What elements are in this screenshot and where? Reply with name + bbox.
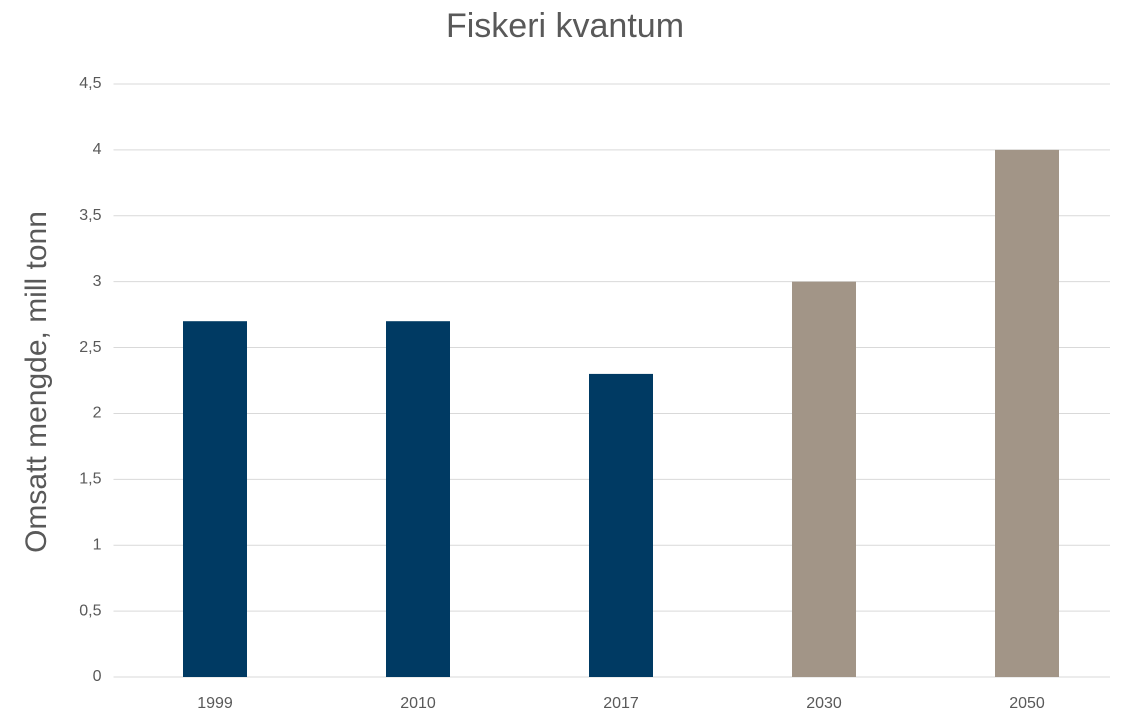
y-tick-label: 3,5 bbox=[79, 207, 101, 224]
y-tick-label: 3 bbox=[93, 273, 102, 290]
chart-title: Fiskeri kvantum bbox=[446, 7, 684, 45]
bar bbox=[183, 321, 247, 677]
x-tick-label: 2017 bbox=[603, 695, 639, 712]
x-tick-label: 2030 bbox=[806, 695, 842, 712]
y-tick-label: 0 bbox=[93, 668, 102, 685]
y-tick-label: 4,5 bbox=[79, 75, 101, 92]
bar bbox=[792, 281, 856, 677]
x-tick-label: 2010 bbox=[400, 695, 436, 712]
bar bbox=[589, 373, 653, 677]
y-axis-label: Omsatt mengde, mill tonn bbox=[20, 211, 53, 553]
x-tick-label: 1999 bbox=[197, 695, 233, 712]
y-tick-label: 1 bbox=[93, 536, 102, 553]
bar bbox=[995, 149, 1059, 677]
x-tick-label: 2050 bbox=[1009, 695, 1045, 712]
y-tick-label: 0,5 bbox=[79, 602, 101, 619]
bar bbox=[386, 321, 450, 677]
y-tick-label: 2,5 bbox=[79, 339, 101, 356]
y-tick-label: 2 bbox=[93, 405, 102, 422]
y-tick-label: 1,5 bbox=[79, 471, 101, 488]
y-tick-label: 4 bbox=[93, 141, 102, 158]
